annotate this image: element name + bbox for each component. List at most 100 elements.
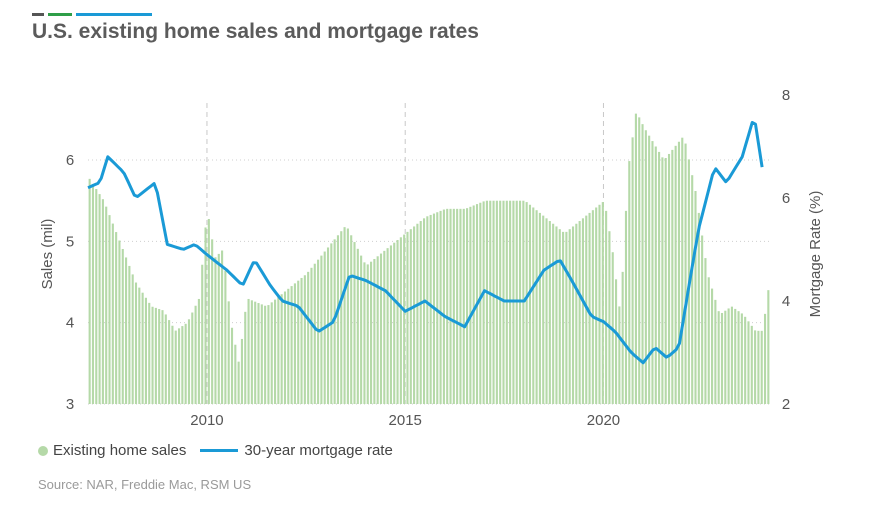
bar-existing-home-sales <box>591 210 594 404</box>
bar-existing-home-sales <box>624 210 628 404</box>
bar-existing-home-sales <box>336 235 340 404</box>
bar-existing-home-sales <box>462 208 465 404</box>
bar-existing-home-sales <box>634 113 637 405</box>
bar-existing-home-sales <box>691 175 694 404</box>
bar-existing-home-sales <box>628 161 631 404</box>
bar-existing-home-sales <box>260 304 263 404</box>
bar-existing-home-sales <box>293 283 296 404</box>
bar-existing-home-sales <box>237 361 240 404</box>
bar-existing-home-sales <box>177 328 181 404</box>
accent-bar-green <box>48 13 72 16</box>
bar-existing-home-sales <box>558 229 561 404</box>
bar-existing-home-sales <box>194 305 197 404</box>
bar-existing-home-sales <box>379 253 383 404</box>
bar-existing-home-sales <box>422 218 426 404</box>
bar-existing-home-sales <box>340 231 343 404</box>
bar-existing-home-sales <box>485 200 488 404</box>
bar-existing-home-sales <box>608 231 611 404</box>
bar-existing-home-sales <box>111 223 114 404</box>
bar-existing-home-sales <box>181 326 184 404</box>
bar-existing-home-sales <box>747 321 750 404</box>
y-tick-right: 4 <box>782 293 790 310</box>
bar-existing-home-sales <box>171 325 174 404</box>
source-note: Source: NAR, Freddie Mac, RSM US <box>38 477 252 492</box>
bar-existing-home-sales <box>704 258 707 404</box>
bar-existing-home-sales <box>664 158 667 404</box>
y-tick-right: 8 <box>782 87 790 104</box>
bar-existing-home-sales <box>88 178 91 404</box>
bar-existing-home-sales <box>217 253 220 404</box>
bar-existing-home-sales <box>429 214 432 404</box>
bar-existing-home-sales <box>247 298 250 404</box>
bar-existing-home-sales <box>230 327 234 404</box>
bar-existing-home-sales <box>426 216 429 404</box>
bar-existing-home-sales <box>548 221 551 404</box>
bar-existing-home-sales <box>187 319 191 404</box>
bar-existing-home-sales <box>346 228 349 404</box>
accent-bar-dark <box>32 13 44 16</box>
bar-existing-home-sales <box>197 298 200 404</box>
bar-existing-home-sales <box>528 204 532 404</box>
bar-existing-home-sales <box>479 202 482 404</box>
bar-existing-home-sales <box>125 257 128 404</box>
bar-existing-home-sales <box>605 210 608 404</box>
bar-existing-home-sales <box>641 124 644 405</box>
bar-existing-home-sales <box>108 215 111 404</box>
bar-existing-home-sales <box>568 229 571 404</box>
bar-existing-home-sales <box>204 227 207 404</box>
bar-existing-home-sales <box>575 223 578 404</box>
bar-existing-home-sales <box>760 330 763 404</box>
bar-existing-home-sales <box>565 231 568 404</box>
bar-existing-home-sales <box>376 256 379 404</box>
bar-existing-home-sales <box>406 231 409 404</box>
bar-existing-home-sales <box>744 316 747 404</box>
bar-existing-home-sales <box>386 248 389 404</box>
bar-existing-home-sales <box>277 296 280 404</box>
bar-existing-home-sales <box>154 307 157 404</box>
bar-existing-home-sales <box>280 294 283 404</box>
bar-existing-home-sales <box>264 305 267 404</box>
chart-title: U.S. existing home sales and mortgage ra… <box>32 20 479 43</box>
bar-existing-home-sales <box>353 242 356 404</box>
legend-dot-sales <box>38 445 48 456</box>
bar-existing-home-sales <box>98 194 101 404</box>
bar-existing-home-sales <box>310 267 313 404</box>
bar-existing-home-sales <box>148 302 151 404</box>
bar-existing-home-sales <box>578 221 581 404</box>
grid-lines <box>88 103 770 405</box>
bar-existing-home-sales <box>118 240 121 404</box>
y-tick-right: 2 <box>782 396 790 413</box>
bar-existing-home-sales <box>737 311 740 404</box>
bar-existing-home-sales <box>502 200 505 404</box>
bar-existing-home-sales <box>442 209 445 404</box>
bar-existing-home-sales <box>601 202 604 404</box>
bar-existing-home-sales <box>363 262 366 404</box>
bar-existing-home-sales <box>134 282 138 404</box>
bar-existing-home-sales <box>436 212 439 404</box>
bar-existing-home-sales <box>270 302 273 404</box>
bar-existing-home-sales <box>621 271 624 404</box>
bar-existing-home-sales <box>727 308 730 404</box>
bar-existing-home-sales <box>595 207 598 404</box>
bar-existing-home-sales <box>763 313 767 404</box>
bar-existing-home-sales <box>714 299 717 404</box>
bar-existing-home-sales <box>370 261 373 404</box>
bar-existing-home-sales <box>138 287 141 404</box>
bar-existing-home-sales <box>681 137 684 404</box>
bar-existing-home-sales <box>667 153 671 404</box>
bar-existing-home-sales <box>360 255 363 404</box>
bar-existing-home-sales <box>158 309 161 404</box>
bar-existing-home-sales <box>638 117 641 404</box>
bar-existing-home-sales <box>644 130 647 404</box>
bar-existing-home-sales <box>482 201 485 404</box>
bar-existing-home-sales <box>651 141 654 404</box>
bar-existing-home-sales <box>581 218 585 404</box>
bar-existing-home-sales <box>419 221 422 404</box>
bar-existing-home-sales <box>671 149 674 404</box>
bar-existing-home-sales <box>373 258 376 404</box>
bar-existing-home-sales <box>121 248 124 404</box>
bar-existing-home-sales <box>730 306 733 404</box>
bar-existing-home-sales <box>439 210 442 404</box>
bar-existing-home-sales <box>684 143 687 404</box>
y-tick-left: 3 <box>66 396 74 413</box>
